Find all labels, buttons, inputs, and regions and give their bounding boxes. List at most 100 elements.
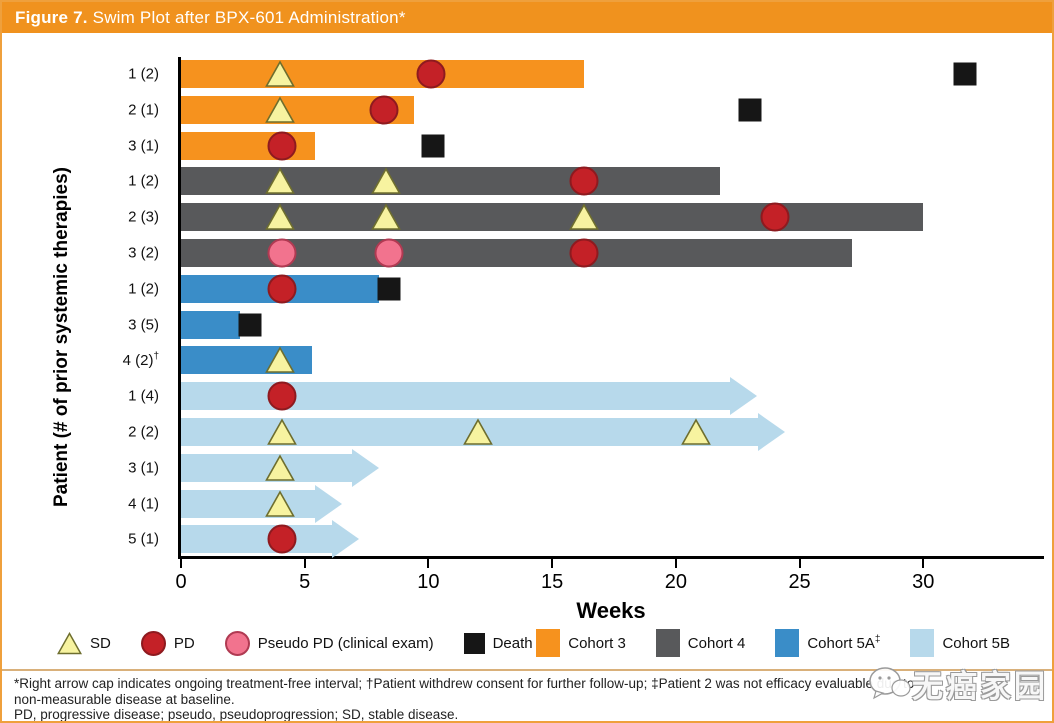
x-axis-tick [674, 559, 677, 568]
marker-legend-group: SD PD Pseudo PD (clinical exam) Death [57, 630, 533, 656]
pd-circle-marker [569, 238, 599, 268]
legend-item-death: Death [463, 632, 533, 654]
y-tick-label: 1 (2) [128, 172, 159, 190]
y-tick-label: 1 (2) [128, 65, 159, 83]
footnotes: *Right arrow cap indicates ongoing treat… [2, 669, 1052, 721]
ongoing-arrow-cap [331, 520, 359, 559]
legend-label: SD [90, 634, 111, 652]
legend-label: Cohort 5A‡ [807, 634, 881, 652]
y-tick-label: 5 (1) [128, 530, 159, 548]
pd-circle-marker [416, 59, 446, 89]
ongoing-arrow-cap [757, 413, 785, 451]
y-tick-label: 2 (1) [128, 101, 159, 119]
swim-bar [181, 310, 241, 339]
cohort5a-swatch [775, 629, 800, 657]
x-tick-label: 15 [541, 571, 564, 593]
cohort-legend-group: Cohort 3 Cohort 4 Cohort 5A‡ Cohort 5B [536, 629, 1010, 657]
y-tick-label: 4 (1) [128, 495, 159, 513]
y-tick-label: 1 (2) [128, 280, 159, 298]
pd-circle-marker [569, 166, 599, 196]
swim-bar [181, 203, 924, 232]
sd-triangle-marker [569, 203, 600, 230]
pseudo-pd-circle-marker [267, 238, 297, 268]
y-tick-label: 3 (1) [128, 459, 159, 477]
x-axis-tick [922, 559, 925, 568]
x-axis-title: Weeks [576, 598, 646, 623]
sd-triangle-marker [265, 490, 295, 517]
pd-circle-marker [267, 274, 297, 304]
sd-triangle-marker [265, 96, 295, 123]
legend-item-cohort5b: Cohort 5B [910, 629, 1010, 657]
y-tick-label: 2 (2) [128, 423, 159, 441]
legend-label: Pseudo PD (clinical exam) [257, 634, 434, 652]
death-square-marker [738, 98, 762, 122]
x-tick-label: 5 [299, 571, 311, 593]
legend-item-pseudo: Pseudo PD (clinical exam) [224, 630, 434, 656]
x-tick-label: 25 [788, 571, 811, 593]
figure-number: Figure 7. [15, 7, 88, 27]
pseudo-pd-circle-marker [374, 238, 404, 268]
legend-label: Cohort 4 [687, 634, 746, 652]
swim-bar [181, 382, 731, 411]
swim-bar [181, 60, 585, 88]
footnote-line-1: *Right arrow cap indicates ongoing treat… [14, 676, 915, 691]
death-square-marker [421, 134, 445, 158]
sd-triangle-marker [265, 346, 295, 374]
legend-item-cohort3: Cohort 3 [536, 629, 626, 657]
swim-bar [181, 525, 332, 554]
ongoing-arrow-cap [314, 484, 342, 523]
sd-triangle-marker [371, 203, 402, 230]
chart-region: Patient (# of prior systemic therapies) … [2, 33, 1052, 669]
death-square-marker [953, 62, 977, 86]
x-tick-label: 20 [664, 571, 687, 593]
legend-label: Death [492, 634, 533, 652]
figure-title: Swim Plot after BPX-601 Administration* [92, 7, 406, 27]
pd-circle-marker [267, 381, 297, 411]
x-axis-tick [798, 559, 801, 568]
pd-circle-marker [760, 202, 790, 232]
plot-area: 0 5 10 15 20 25 30 [175, 57, 1044, 593]
sd-triangle-marker [265, 203, 295, 230]
pd-legend-icon [140, 630, 166, 656]
y-tick-label: 1 (4) [128, 387, 159, 405]
death-square-marker [238, 313, 262, 337]
legend-item-cohort5a: Cohort 5A‡ [775, 629, 880, 657]
legend-label: Cohort 5B [942, 634, 1010, 652]
legend-item-pd: PD [140, 630, 195, 656]
sd-triangle-marker [265, 167, 295, 195]
x-tick-label: 30 [912, 571, 935, 593]
footnote-line-2: non-measurable disease at baseline. [14, 691, 235, 707]
swim-bar [181, 167, 721, 196]
legend-label: PD [173, 634, 195, 652]
x-axis-tick [551, 559, 554, 568]
pd-circle-marker [369, 95, 399, 125]
cohort5b-swatch [910, 629, 935, 657]
sd-triangle-marker [463, 418, 493, 445]
y-tick-labels: 1 (2) 2 (1) 3 (1) 1 (2) 2 (3) 3 (2) 1 (2) 3 (5)… [2, 57, 170, 559]
ongoing-arrow-cap [730, 377, 758, 416]
pd-circle-marker [267, 524, 297, 554]
x-axis-tick [427, 559, 430, 568]
death-square-marker [377, 277, 401, 301]
sd-triangle-marker [680, 418, 711, 445]
x-axis-tick [180, 559, 182, 568]
pseudo-legend-icon [224, 630, 250, 656]
legend-item-sd: SD [57, 631, 111, 655]
y-tick-label: 4 (2)† [122, 351, 159, 370]
x-tick-label: 10 [417, 571, 440, 593]
cohort3-swatch [536, 629, 561, 657]
ongoing-arrow-cap [351, 448, 379, 487]
sd-legend-icon [57, 631, 82, 655]
cohort4-swatch [655, 629, 680, 657]
pd-circle-marker [267, 131, 297, 161]
sd-triangle-marker [265, 454, 295, 481]
y-tick-label: 3 (1) [128, 137, 159, 155]
legend: SD PD Pseudo PD (clinical exam) Death Cohor… [2, 621, 1052, 665]
sd-triangle-marker [267, 418, 298, 445]
y-tick-label: 3 (5) [128, 316, 159, 334]
legend-item-cohort4: Cohort 4 [655, 629, 746, 657]
figure-header: Figure 7. Swim Plot after BPX-601 Admini… [2, 2, 1052, 33]
y-tick-label: 2 (3) [128, 208, 159, 226]
swim-bar [181, 453, 352, 482]
